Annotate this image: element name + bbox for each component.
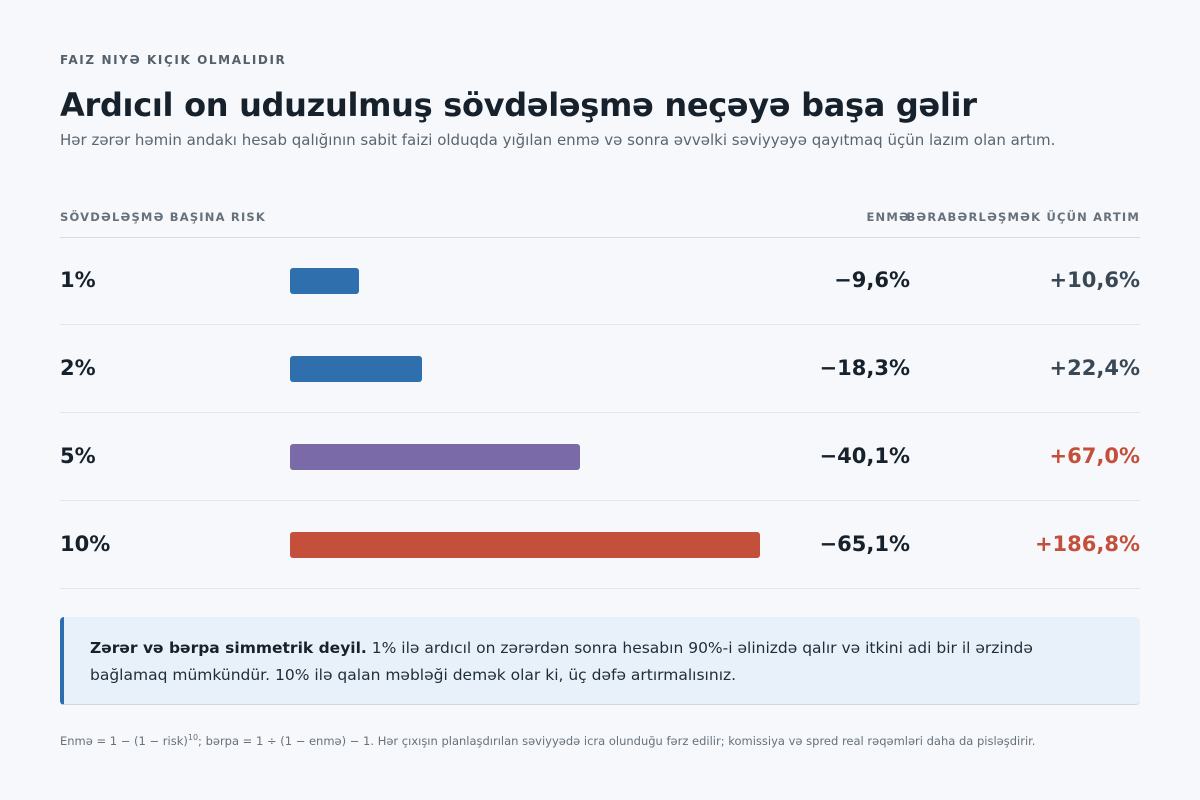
drawdown-value: −65,1% bbox=[819, 532, 910, 556]
table-row: 2% −18,3% +22,4% bbox=[60, 325, 1140, 413]
footnote-formula: Enmə = 1 − (1 − risk) bbox=[60, 733, 188, 748]
drawdown-bar bbox=[290, 356, 422, 382]
eyebrow: FAIZ NIYƏ KIÇIK OLMALIDIR bbox=[60, 53, 287, 67]
page-title: Ardıcıl on uduzulmuş sövdələşmə neçəyə b… bbox=[60, 86, 977, 124]
drawdown-bar bbox=[290, 444, 580, 470]
callout: Zərər və bərpa simmetrik deyil. 1% ilə a… bbox=[60, 617, 1140, 705]
column-header-drawdown: ENMƏ bbox=[866, 210, 910, 224]
callout-text: 1% ilə ardıcıl on zərərdən sonra hesabın… bbox=[90, 639, 1033, 684]
recovery-value: +186,8% bbox=[1034, 532, 1140, 556]
recovery-value: +10,6% bbox=[1049, 268, 1140, 292]
drawdown-bar bbox=[290, 268, 359, 294]
drawdown-value: −18,3% bbox=[819, 356, 910, 380]
table-header: SÖVDƏLƏŞMƏ BAŞINA RISK ENMƏ BƏRABƏRLƏŞMƏ… bbox=[60, 200, 1140, 238]
footnote-exponent: 10 bbox=[187, 733, 199, 742]
footnote: Enmə = 1 − (1 − risk)10; bərpa = 1 ÷ (1 … bbox=[60, 733, 1035, 748]
table-row: 5% −40,1% +67,0% bbox=[60, 413, 1140, 501]
callout-lead: Zərər və bərpa simmetrik deyil. bbox=[90, 639, 367, 657]
drawdown-value: −9,6% bbox=[834, 268, 910, 292]
column-header-risk: SÖVDƏLƏŞMƏ BAŞINA RISK bbox=[60, 210, 267, 224]
risk-label: 1% bbox=[60, 268, 96, 292]
page-subtitle: Hər zərər həmin andakı hesab qalığının s… bbox=[60, 131, 1056, 149]
chart-rows: 1% −9,6% +10,6% 2% −18,3% +22,4% 5% −40,1% +67,0… bbox=[60, 237, 1140, 589]
drawdown-bar bbox=[290, 532, 760, 558]
risk-label: 2% bbox=[60, 356, 96, 380]
table-row: 1% −9,6% +10,6% bbox=[60, 237, 1140, 325]
table-row: 10% −65,1% +186,8% bbox=[60, 501, 1140, 589]
recovery-value: +67,0% bbox=[1049, 444, 1140, 468]
drawdown-value: −40,1% bbox=[819, 444, 910, 468]
risk-label: 10% bbox=[60, 532, 111, 556]
column-header-recovery: BƏRABƏRLƏŞMƏK ÜÇÜN ARTIM bbox=[906, 210, 1140, 224]
risk-label: 5% bbox=[60, 444, 96, 468]
footnote-text: ; bərpa = 1 ÷ (1 − enmə) − 1. Hər çıxışı… bbox=[198, 733, 1036, 748]
recovery-value: +22,4% bbox=[1049, 356, 1140, 380]
